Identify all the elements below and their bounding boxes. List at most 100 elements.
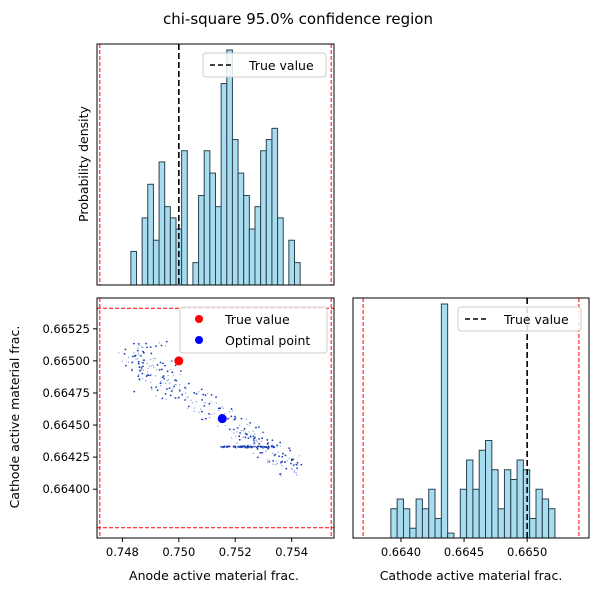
histogram-bar [434,518,442,539]
sample-point [240,417,243,420]
sample-point [204,394,207,397]
sample-point [138,366,141,369]
histogram-bar [164,206,171,286]
sample-point [127,361,130,363]
sample-point [155,345,157,348]
sample-point [202,419,205,421]
sample-point [133,355,136,358]
sample-point [137,362,140,365]
sample-point [170,390,173,392]
sample-point [227,445,230,448]
sample-point [127,356,130,359]
sample-point [184,392,187,394]
sample-point [145,375,148,377]
sample-point [141,346,143,348]
histogram-bar [271,127,279,286]
sample-point [218,409,220,412]
sample-point [190,399,192,401]
histogram-bar [529,518,537,539]
histogram-bar [192,262,200,286]
sample-point [230,437,233,439]
sample-point [272,446,275,449]
sample-point [164,393,167,395]
sample-point [234,435,237,438]
sample-point [268,460,271,463]
legend-box [202,52,327,78]
sample-point [262,431,265,433]
sample-point [187,405,190,408]
sample-point [290,458,293,461]
legend-optimal-marker [195,336,203,344]
scatter-frame [96,297,335,539]
optimal-point [217,414,227,424]
sample-point [155,395,157,397]
sample-point [160,368,163,371]
sample-point [253,436,256,439]
sample-point [175,383,177,386]
sample-point [148,365,151,367]
sample-point [238,424,241,427]
sample-point [156,369,158,371]
sample-point [193,391,196,394]
sample-point [274,454,277,456]
sample-point [200,388,203,391]
sample-point [225,446,228,448]
histogram-bar [147,183,154,286]
sample-point [179,370,182,372]
sample-point [131,368,133,370]
cathode-hist-frame [352,297,590,539]
sample-point [234,415,236,418]
histogram-bar [277,217,284,286]
sample-point [254,445,256,448]
sample-point [278,455,280,458]
sample-point [165,340,168,343]
sample-point [171,371,174,374]
histogram-bar [254,206,262,286]
sample-point [296,461,299,464]
sample-point [145,342,147,345]
sample-point [254,433,256,435]
sample-point [267,446,270,449]
sample-point [137,347,139,349]
sample-point [255,439,257,442]
sample-point [143,359,145,362]
sample-point [150,365,153,367]
sample-point [242,430,245,432]
legend-true-label: True value [503,312,569,327]
histogram-bar [260,150,267,286]
sample-point [167,378,170,381]
sample-point [258,426,260,428]
sample-point [266,439,269,441]
histogram-bar [243,194,250,286]
sample-point [187,396,189,398]
sample-point [203,401,205,404]
sample-point [279,445,282,447]
sample-point [201,418,203,421]
sample-point [293,471,296,473]
sample-point [238,438,241,441]
sample-point [174,397,177,399]
sample-point [152,364,154,367]
sample-point [162,375,165,377]
sample-point [237,445,239,448]
scatter-x-ticks: 0.748 0.750 0.752 0.754 [106,538,308,559]
sample-point [219,407,222,410]
sample-point [288,457,290,460]
sample-point [169,394,172,397]
anode-hist-frame [96,43,335,286]
sample-point [282,452,284,455]
sample-point [284,461,286,464]
sample-point [252,435,255,438]
sample-point [161,397,164,400]
legend-optimal-label: Optimal point [225,333,310,348]
sample-point [286,460,288,462]
sample-point [250,446,253,449]
x-tick-label: 0.6645 [444,545,484,559]
sample-point [255,426,257,429]
sample-point [140,354,142,357]
sample-point [186,407,189,410]
y-tick-label: 0.66450 [42,418,90,432]
sample-point [186,397,188,399]
legend-true-label: True value [248,58,314,73]
sample-point [274,464,277,466]
